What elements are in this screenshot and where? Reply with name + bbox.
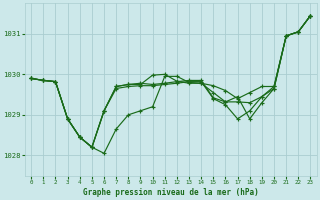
X-axis label: Graphe pression niveau de la mer (hPa): Graphe pression niveau de la mer (hPa) bbox=[83, 188, 259, 197]
